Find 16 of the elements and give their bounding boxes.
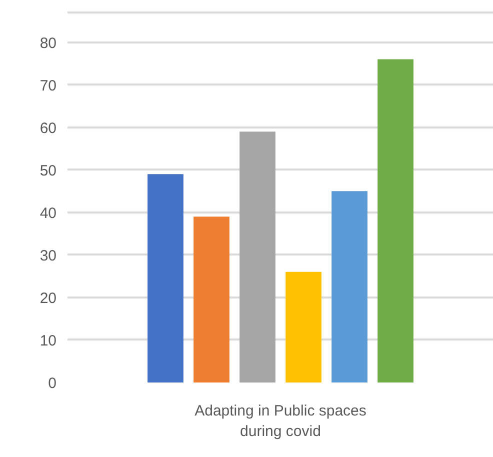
- x-tick-label: Adapting in Public spaces during covid: [194, 402, 366, 440]
- bar: [332, 191, 368, 382]
- bar: [286, 272, 322, 382]
- bar: [378, 59, 414, 382]
- y-tick-label: 20: [40, 290, 57, 307]
- bar: [240, 132, 276, 382]
- y-tick-label: 30: [40, 247, 57, 264]
- y-tick-label: 60: [40, 120, 57, 137]
- y-tick-label: 0: [48, 375, 56, 392]
- y-tick-label: 80: [40, 34, 57, 52]
- bar: [148, 174, 184, 382]
- y-tick-label: 50: [40, 162, 57, 180]
- y-tick-label: 10: [40, 332, 57, 350]
- bar: [194, 216, 230, 382]
- y-tick-label: 70: [40, 77, 57, 94]
- y-tick-label: 40: [40, 204, 57, 222]
